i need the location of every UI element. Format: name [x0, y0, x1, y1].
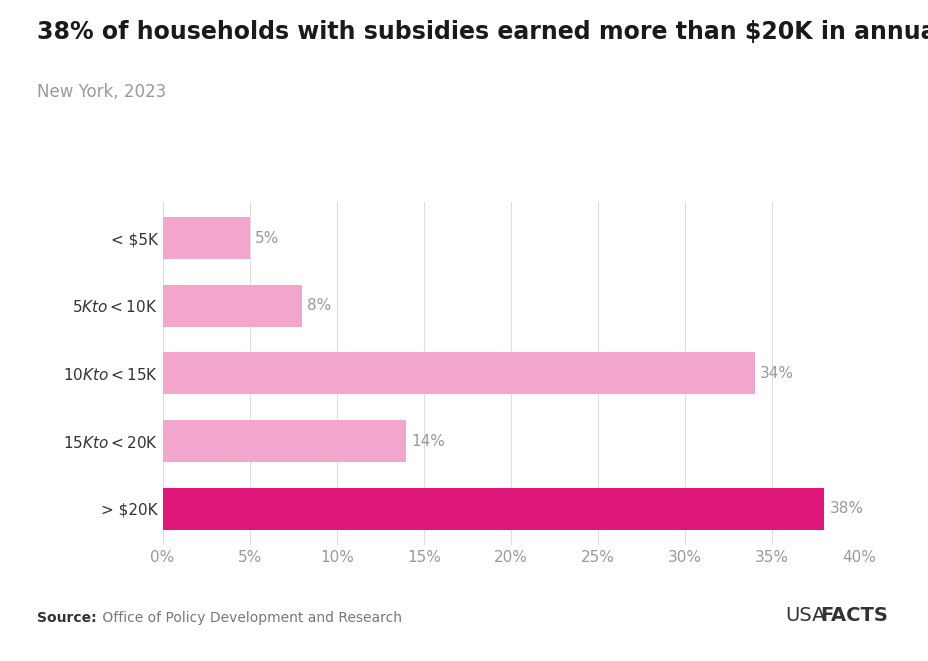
Text: 38% of households with subsidies earned more than $20K in annual income.: 38% of households with subsidies earned … — [37, 20, 928, 44]
Text: Office of Policy Development and Research: Office of Policy Development and Researc… — [97, 611, 401, 625]
Bar — [162, 488, 824, 529]
Text: 14%: 14% — [411, 434, 445, 449]
Text: New York, 2023: New York, 2023 — [37, 83, 166, 100]
Bar — [162, 217, 250, 259]
Text: Source:: Source: — [37, 611, 97, 625]
Text: 34%: 34% — [759, 366, 793, 381]
Bar — [162, 285, 302, 327]
Text: USA: USA — [784, 605, 825, 625]
Bar — [162, 352, 754, 395]
Text: 8%: 8% — [307, 298, 331, 313]
Text: FACTS: FACTS — [819, 605, 887, 625]
Text: 38%: 38% — [829, 501, 863, 516]
Bar — [162, 420, 406, 462]
Text: 5%: 5% — [254, 231, 278, 246]
